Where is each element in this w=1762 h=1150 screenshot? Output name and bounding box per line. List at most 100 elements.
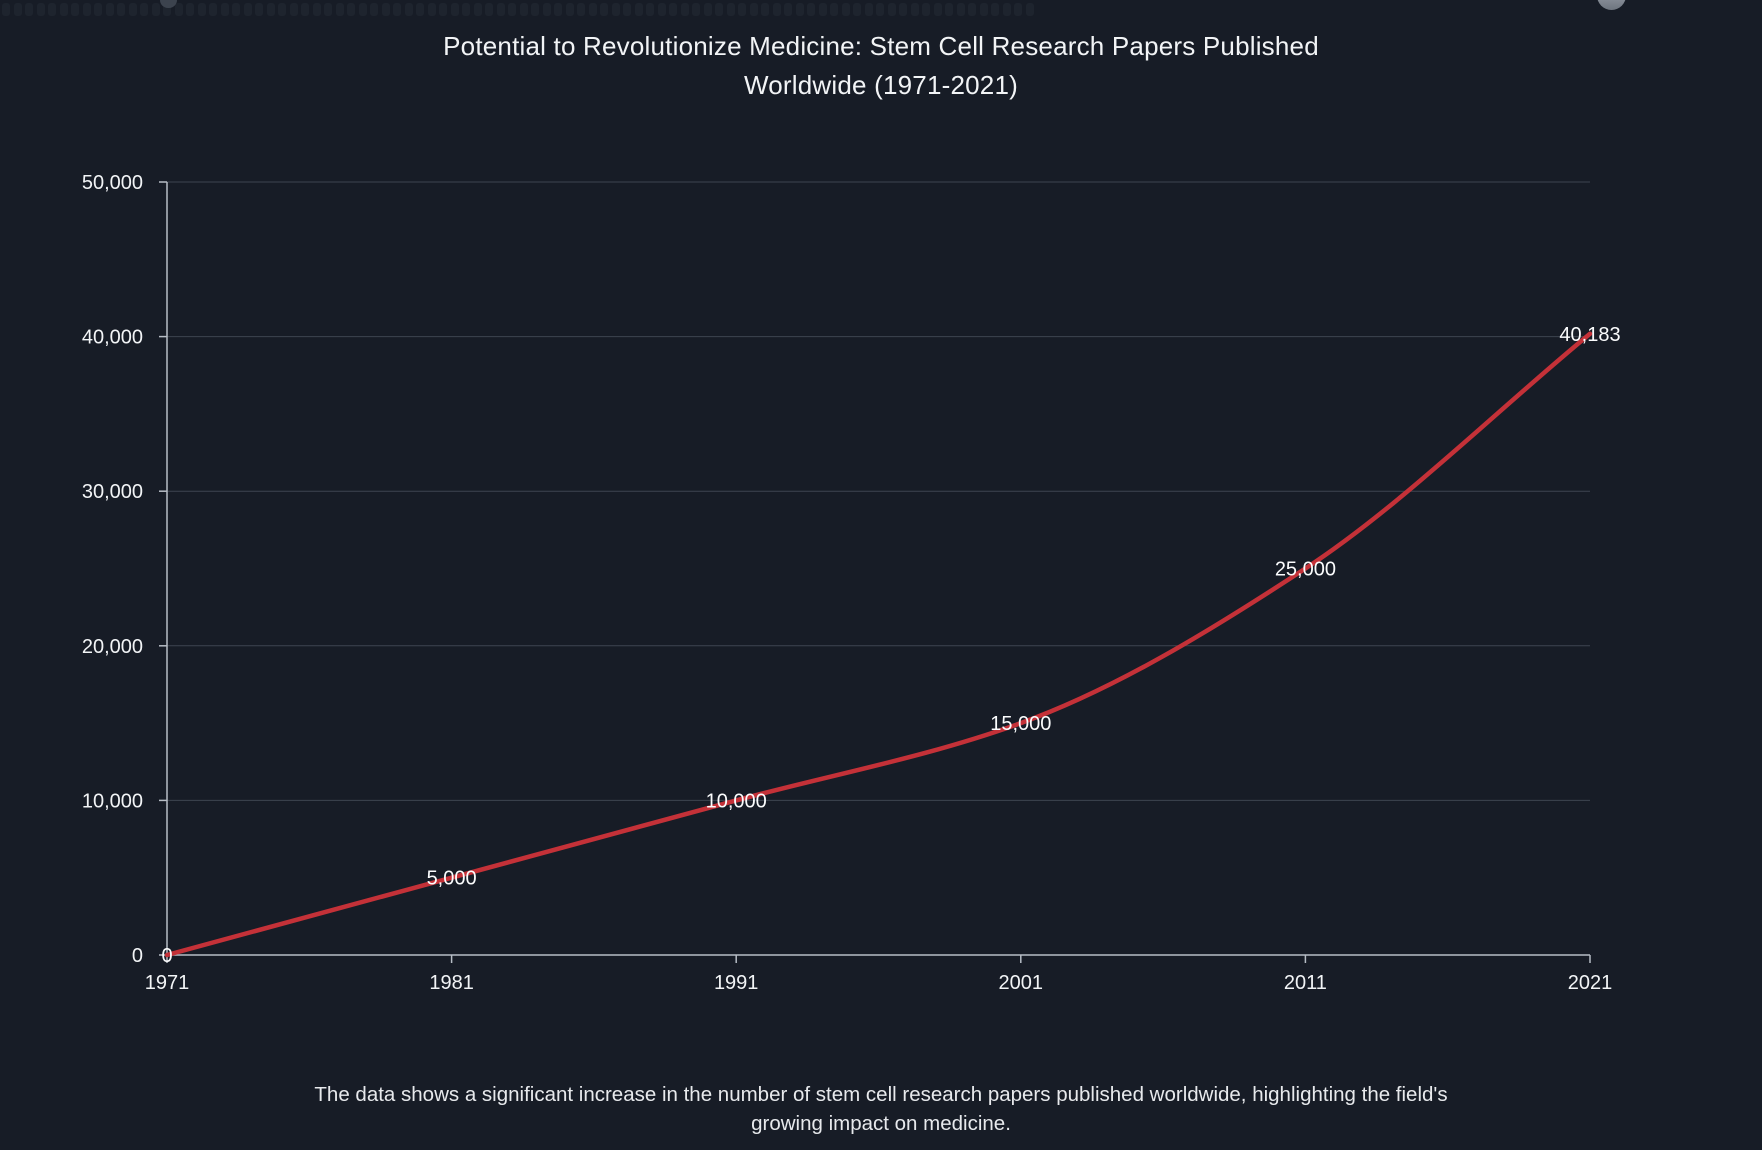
chrome-remnant-dot	[48, 3, 56, 16]
x-tick-label: 1981	[429, 972, 474, 994]
chrome-remnant-dot	[473, 3, 482, 16]
chrome-remnant-dot	[105, 3, 114, 16]
chrome-remnant-dot	[82, 3, 91, 16]
chrome-remnant-dot	[427, 3, 436, 16]
chrome-remnant-dot	[680, 3, 689, 16]
chrome-remnant-dot	[657, 3, 666, 16]
chrome-remnant-dot	[347, 3, 355, 16]
chrome-remnant-dot	[508, 3, 516, 16]
chrome-remnant-dot	[255, 3, 263, 16]
chrome-remnant-dot	[312, 3, 321, 16]
chrome-remnant-dot	[634, 3, 643, 16]
chrome-remnant-dot	[669, 3, 677, 16]
chrome-remnant-dot	[1014, 3, 1022, 16]
chrome-remnant-dot	[899, 3, 907, 16]
chrome-remnant-dot	[519, 3, 528, 16]
chrome-remnant-dot	[795, 3, 804, 16]
chrome-remnant-dot	[749, 3, 758, 16]
chrome-remnant-dot	[991, 3, 999, 16]
chrome-remnant-dot	[289, 3, 298, 16]
chrome-remnant-dot	[738, 3, 746, 16]
chrome-remnant-dot	[1002, 3, 1011, 16]
data-point-label: 10,000	[706, 790, 767, 812]
chrome-remnant-dot	[726, 3, 735, 16]
chrome-remnant-dot	[151, 3, 160, 16]
chrome-remnant-dot	[1025, 3, 1034, 16]
chrome-remnant-dot	[301, 3, 309, 16]
x-tick-label: 2011	[1284, 972, 1327, 994]
data-point-label: 25,000	[1275, 559, 1336, 581]
chrome-remnant-dot	[841, 3, 850, 16]
chrome-remnant-dot	[864, 3, 873, 16]
chrome-remnant-dot	[784, 3, 792, 16]
y-tick-label: 20,000	[82, 636, 143, 658]
chrome-remnant-dot	[243, 3, 252, 16]
chrome-remnant-dot	[646, 3, 654, 16]
chrome-remnant-dot	[623, 3, 631, 16]
chrome-remnant-dot	[174, 3, 183, 16]
y-tick-label: 0	[132, 945, 143, 967]
chrome-remnant-dot	[462, 3, 470, 16]
chrome-remnant-dot	[2, 3, 10, 16]
chrome-remnant-dot	[531, 3, 539, 16]
chrome-remnant-dot	[197, 3, 206, 16]
chrome-remnant-dot	[577, 3, 585, 16]
chrome-remnant-dot	[887, 3, 896, 16]
chrome-remnant-dot	[59, 3, 68, 16]
chrome-remnant-dot	[209, 3, 217, 16]
chrome-remnant-dot	[496, 3, 505, 16]
chrome-remnant-dot	[450, 3, 459, 16]
chrome-remnant-dot	[554, 3, 562, 16]
chrome-remnant-dot	[807, 3, 815, 16]
avatar-partial-icon	[1597, 0, 1626, 10]
chrome-remnant-dot	[439, 3, 447, 16]
y-tick-label: 10,000	[82, 790, 143, 812]
chrome-remnant-dot	[128, 3, 137, 16]
data-point-label: 40,183	[1559, 324, 1620, 346]
data-line	[164, 331, 1593, 958]
data-point-label: 15,000	[990, 713, 1051, 735]
chart-title-line-1: Potential to Revolutionize Medicine: Ste…	[443, 31, 1319, 61]
y-tick-label: 30,000	[82, 481, 143, 503]
data-point-label: 0	[161, 945, 172, 967]
y-tick-label: 50,000	[82, 172, 143, 194]
chart-caption-line-2: growing impact on medicine.	[751, 1112, 1011, 1135]
chrome-remnant-dot	[163, 3, 171, 16]
chrome-remnant-dot	[381, 3, 390, 16]
chrome-remnant-glyph-icon	[160, 0, 177, 8]
chrome-remnant-dot	[692, 3, 700, 16]
chrome-remnant-dot	[853, 3, 861, 16]
chrome-remnant-dot	[36, 3, 45, 16]
chrome-remnant-dot	[761, 3, 769, 16]
chrome-remnant-dot	[945, 3, 953, 16]
chrome-remnant-dot	[611, 3, 620, 16]
chrome-remnant-dot	[600, 3, 608, 16]
chrome-remnant-dot	[565, 3, 574, 16]
chrome-remnant-dot	[542, 3, 551, 16]
chrome-remnant-dot	[715, 3, 723, 16]
chart-title: Potential to Revolutionize Medicine: Ste…	[0, 27, 1762, 105]
x-tick-label: 2001	[999, 972, 1044, 994]
chrome-remnant-dot	[818, 3, 827, 16]
chrome-remnant-dot	[140, 3, 148, 16]
chrome-remnant-dot	[404, 3, 413, 16]
chrome-remnant-dot	[232, 3, 240, 16]
chrome-remnant-dot	[485, 3, 493, 16]
chrome-remnant-dot	[588, 3, 597, 16]
chart-caption: The data shows a significant increase in…	[0, 1080, 1762, 1138]
chrome-remnant-dot	[94, 3, 102, 16]
chrome-remnant-dot	[220, 3, 229, 16]
chrome-remnant-dot	[703, 3, 712, 16]
chrome-remnant-dot	[922, 3, 930, 16]
chrome-remnant-dot	[186, 3, 194, 16]
chrome-remnant-dot	[393, 3, 401, 16]
chrome-remnant-dot	[830, 3, 838, 16]
chrome-remnant-dot	[13, 3, 22, 16]
chrome-remnant-dot	[772, 3, 781, 16]
chart-caption-line-1: The data shows a significant increase in…	[314, 1083, 1448, 1106]
chrome-remnant-dot	[910, 3, 919, 16]
x-tick-label: 1971	[145, 972, 190, 994]
chrome-remnant-dot	[956, 3, 965, 16]
